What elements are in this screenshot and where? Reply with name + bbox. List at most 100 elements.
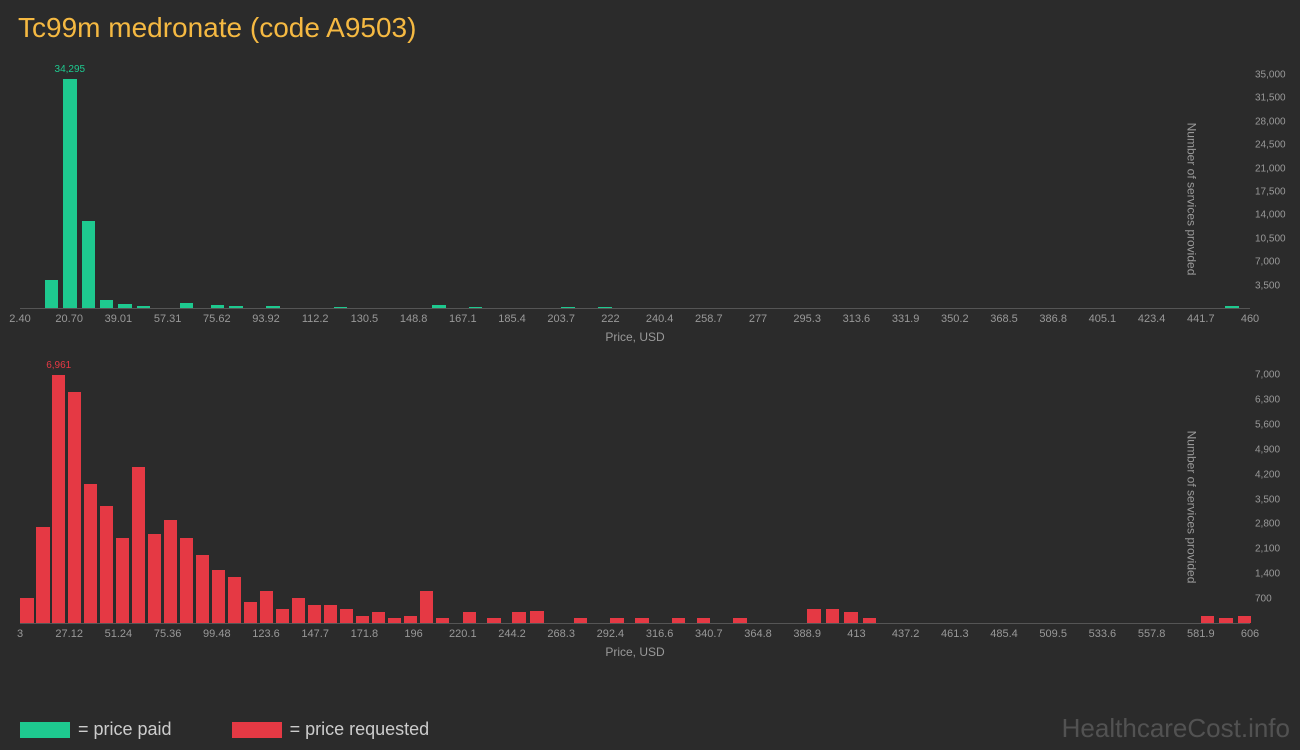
x-tick: 99.48	[203, 628, 231, 640]
histogram-bar	[164, 520, 178, 623]
histogram-bar	[266, 306, 280, 308]
x-tick: 240.4	[646, 313, 674, 325]
chart2-y-label: Number of services provided	[1185, 430, 1199, 583]
histogram-bar	[610, 618, 624, 623]
chart2-bars: 6,961	[20, 374, 1250, 624]
histogram-bar	[308, 605, 322, 623]
x-tick: 533.6	[1089, 628, 1117, 640]
y-tick: 28,000	[1255, 116, 1286, 127]
histogram-bar	[404, 616, 418, 623]
y-tick: 6,300	[1255, 394, 1280, 405]
chart1-x-ticks: 2.4020.7039.0157.3175.6293.92112.2130.51…	[20, 313, 1250, 327]
histogram-bar	[100, 300, 114, 308]
x-tick: 268.3	[547, 628, 575, 640]
histogram-bar	[276, 609, 290, 623]
x-tick: 147.7	[301, 628, 329, 640]
histogram-bar	[469, 307, 483, 308]
x-tick: 313.6	[843, 313, 871, 325]
histogram-bar	[844, 612, 858, 623]
x-tick: 244.2	[498, 628, 526, 640]
histogram-bar	[598, 307, 612, 308]
y-tick: 5,600	[1255, 419, 1280, 430]
peak-label: 34,295	[55, 64, 86, 75]
y-tick: 2,800	[1255, 519, 1280, 530]
histogram-bar	[512, 612, 526, 623]
x-tick: 441.7	[1187, 313, 1215, 325]
histogram-bar	[863, 618, 877, 623]
histogram-bar	[372, 612, 386, 623]
chart2-x-label: Price, USD	[605, 645, 664, 659]
histogram-bar	[574, 618, 588, 623]
histogram-bar	[244, 602, 258, 623]
x-tick: 57.31	[154, 313, 182, 325]
x-tick: 167.1	[449, 313, 477, 325]
histogram-bar	[487, 618, 501, 623]
histogram-bar	[118, 304, 132, 308]
legend-label-paid: = price paid	[78, 719, 172, 740]
histogram-bar	[63, 79, 77, 308]
x-tick: 148.8	[400, 313, 428, 325]
histogram-bar	[196, 555, 210, 623]
x-tick: 316.6	[646, 628, 674, 640]
histogram-bar	[356, 616, 370, 623]
x-tick: 485.4	[990, 628, 1018, 640]
histogram-bar	[463, 612, 477, 623]
x-tick: 171.8	[351, 628, 379, 640]
x-tick: 51.24	[105, 628, 133, 640]
y-tick: 700	[1255, 594, 1272, 605]
x-tick: 295.3	[793, 313, 821, 325]
legend-item-paid: = price paid	[20, 719, 172, 740]
histogram-bar	[180, 303, 194, 308]
histogram-bar	[436, 618, 450, 623]
x-tick: 196	[404, 628, 422, 640]
x-tick: 93.92	[252, 313, 280, 325]
x-tick: 222	[601, 313, 619, 325]
histogram-bar	[1219, 618, 1233, 623]
x-tick: 461.3	[941, 628, 969, 640]
histogram-bar	[826, 609, 840, 623]
histogram-bar	[132, 467, 146, 624]
y-tick: 21,000	[1255, 163, 1286, 174]
x-tick: 258.7	[695, 313, 723, 325]
histogram-bar	[100, 506, 114, 623]
histogram-bar	[340, 609, 354, 623]
x-tick: 185.4	[498, 313, 526, 325]
x-tick: 606	[1241, 628, 1259, 640]
x-tick: 350.2	[941, 313, 969, 325]
x-tick: 20.70	[55, 313, 83, 325]
histogram-bar	[672, 618, 686, 623]
page-title: Tc99m medronate (code A9503)	[0, 0, 1300, 44]
x-tick: 413	[847, 628, 865, 640]
x-tick: 331.9	[892, 313, 920, 325]
histogram-bar	[68, 392, 82, 623]
x-tick: 557.8	[1138, 628, 1166, 640]
chart1-x-label: Price, USD	[605, 330, 664, 344]
histogram-bar	[1238, 616, 1252, 623]
y-tick: 31,500	[1255, 93, 1286, 104]
x-tick: 386.8	[1039, 313, 1067, 325]
y-tick: 3,500	[1255, 494, 1280, 505]
chart2-x-ticks: 327.1251.2475.3699.48123.6147.7171.81962…	[20, 628, 1250, 642]
y-tick: 7,000	[1255, 257, 1280, 268]
x-tick: 27.12	[55, 628, 83, 640]
x-tick: 364.8	[744, 628, 772, 640]
histogram-bar	[116, 538, 130, 623]
histogram-bar	[82, 221, 96, 308]
histogram-bar	[292, 598, 306, 623]
histogram-bar	[45, 280, 59, 308]
x-tick: 130.5	[351, 313, 379, 325]
x-tick: 581.9	[1187, 628, 1215, 640]
chart-price-requested: 6,961 7001,4002,1002,8003,5004,2004,9005…	[20, 354, 1250, 659]
legend-item-requested: = price requested	[232, 719, 430, 740]
chart1-y-label: Number of services provided	[1185, 123, 1199, 276]
x-tick: 423.4	[1138, 313, 1166, 325]
x-tick: 460	[1241, 313, 1259, 325]
x-tick: 112.2	[302, 313, 329, 325]
y-tick: 4,200	[1255, 469, 1280, 480]
histogram-bar	[36, 527, 50, 623]
histogram-bar	[180, 538, 194, 623]
x-tick: 220.1	[449, 628, 477, 640]
x-tick: 405.1	[1089, 313, 1117, 325]
y-tick: 2,100	[1255, 544, 1280, 555]
histogram-bar	[324, 605, 338, 623]
